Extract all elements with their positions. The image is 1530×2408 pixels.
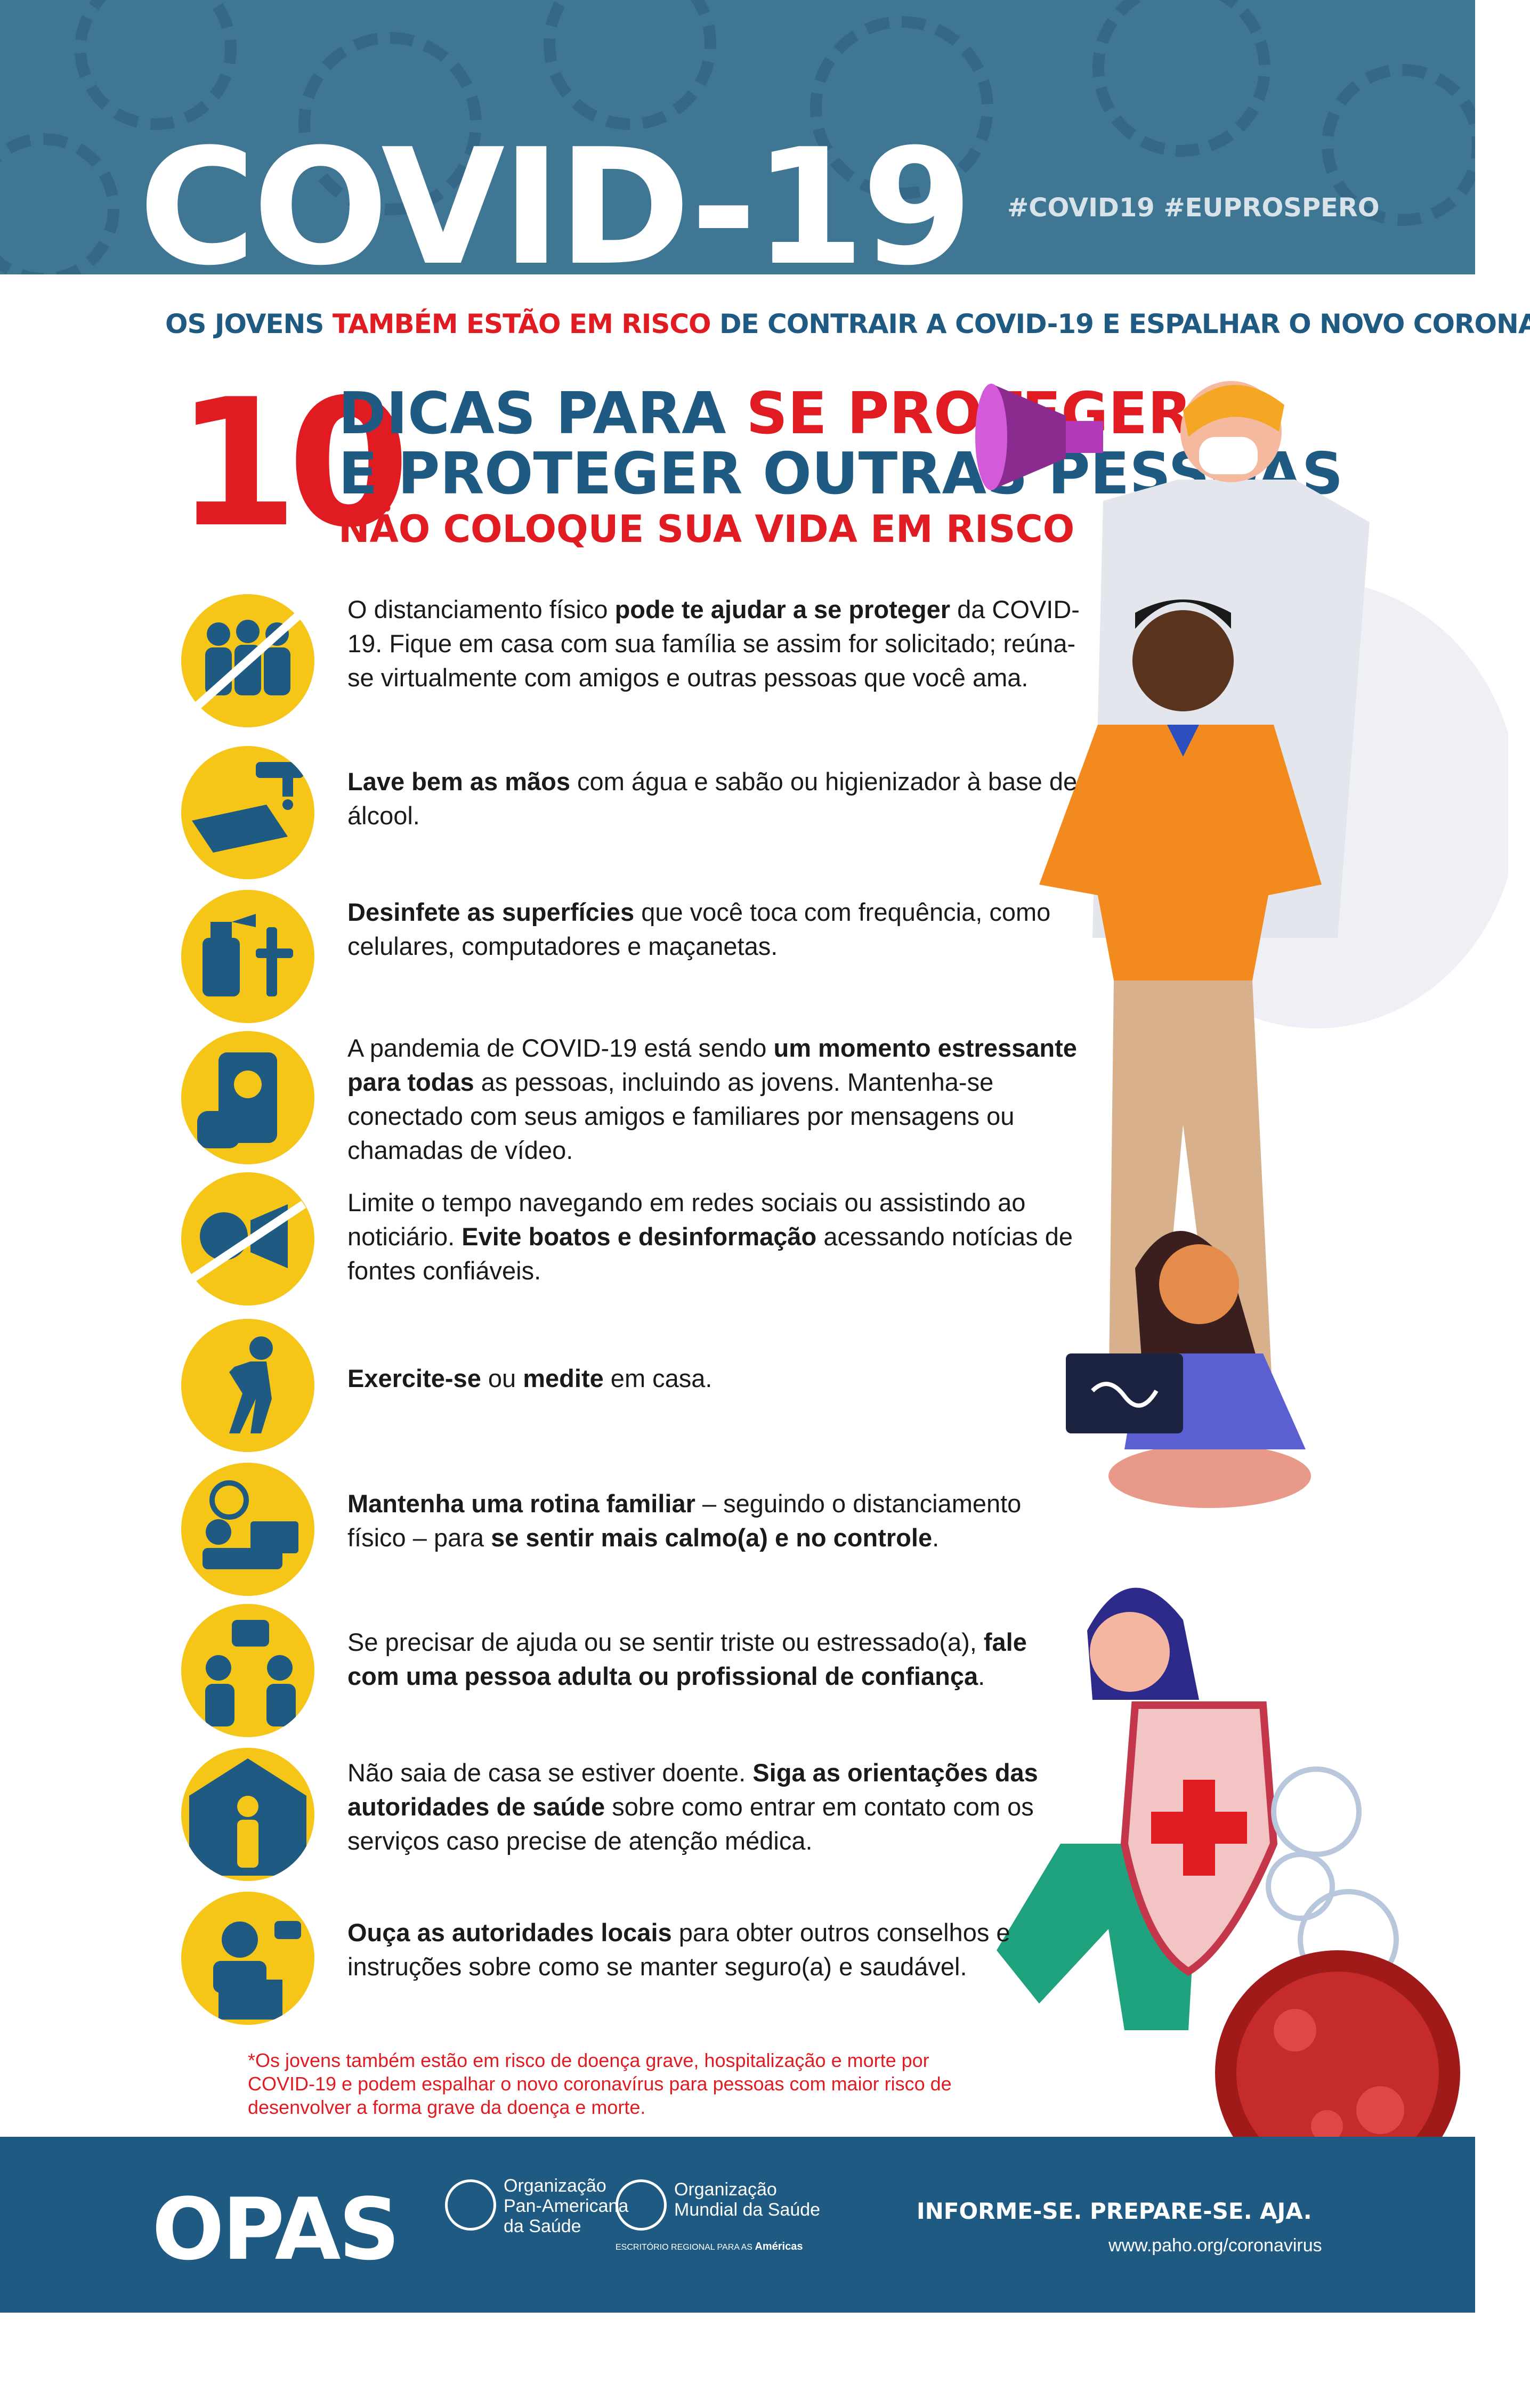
girl-laptop-illustration bbox=[1066, 1231, 1311, 1508]
tip-text: Limite o tempo navegando em redes sociai… bbox=[347, 1186, 1083, 1288]
tip-text-segment: em casa. bbox=[603, 1364, 713, 1392]
hashtags: #COVID19 #EUPROSPERO bbox=[1007, 193, 1380, 223]
woman-shield-illustration bbox=[997, 1587, 1399, 2030]
heading-line-1: DICAS PARA SE PROTEGER bbox=[338, 384, 1343, 444]
tip-text-bold: Exercite-se bbox=[347, 1364, 481, 1392]
tip-text-segment: Não saia de casa se estiver doente. bbox=[347, 1758, 753, 1787]
virus-pattern-icon bbox=[1092, 0, 1270, 157]
illustration-people bbox=[975, 381, 1508, 2137]
tip-text-segment: – seguindo o distanciamento físico – par… bbox=[347, 1489, 1022, 1552]
who-regional-office: ESCRITÓRIO REGIONAL PARA AS Américas bbox=[616, 2241, 803, 2253]
subtitle-part: OS JOVENS bbox=[165, 309, 333, 339]
subtitle: OS JOVENS TAMBÉM ESTÃO EM RISCO DE CONTR… bbox=[165, 298, 1530, 342]
tip-text-bold: se sentir mais calmo(a) e no controle bbox=[491, 1523, 933, 1552]
tip-text-bold: fale com uma pessoa adulta ou profission… bbox=[347, 1628, 1027, 1690]
tip-text: Exercite-se ou medite em casa. bbox=[347, 1361, 1083, 1396]
tip-text-segment: . bbox=[932, 1523, 940, 1552]
tip-text: Não saia de casa se estiver doente. Siga… bbox=[347, 1756, 1083, 1858]
tip-text-bold: Lave bem as mãos bbox=[347, 767, 570, 796]
footnote: *Os jovens também estão em risco de doen… bbox=[248, 2049, 952, 2118]
tip-text: Desinfete as superfícies que você toca c… bbox=[347, 895, 1083, 963]
who-region: Américas bbox=[755, 2241, 803, 2252]
virus-pattern-icon bbox=[0, 133, 119, 274]
tip-text-bold: Mantenha uma rotina familiar bbox=[347, 1489, 695, 1518]
heading-line-3: NÃO COLOQUE SUA VIDA EM RISCO bbox=[338, 507, 1075, 551]
tip-text: Lave bem as mãos com água e sabão ou hig… bbox=[347, 765, 1083, 833]
tip-text-bold: medite bbox=[523, 1364, 604, 1392]
tip-text-bold: Desinfete as superfícies bbox=[347, 898, 635, 926]
tip-text: Mantenha uma rotina familiar – seguindo … bbox=[347, 1487, 1083, 1555]
paho-line-3: da Saúde bbox=[504, 2216, 581, 2236]
subtitle-part: DE CONTRAIR A COVID-19 E ESPALHAR O NOVO… bbox=[719, 309, 1530, 339]
tip-text-bold: Evite boatos e desinformação bbox=[462, 1222, 817, 1251]
tip-text-segment: com água e sabão ou higienizador à base … bbox=[347, 767, 1078, 830]
tip-text-bold: Ouça as autoridades locais bbox=[347, 1918, 672, 1947]
talk-to-adult-icon bbox=[181, 1604, 314, 1737]
no-rumors-icon bbox=[181, 1172, 314, 1306]
tip-text-segment: sobre como entrar em contato com os serv… bbox=[347, 1793, 1034, 1855]
virus-pattern-icon bbox=[75, 0, 237, 130]
tip-text: Ouça as autoridades locais para obter ou… bbox=[347, 1916, 1083, 1984]
tip-text-segment: Limite o tempo navegando em redes sociai… bbox=[347, 1188, 1026, 1251]
heading-line-1a: DICAS PARA bbox=[338, 380, 747, 447]
who-seal-icon bbox=[616, 2179, 667, 2231]
tip-text-bold: pode te ajudar a se proteger bbox=[614, 595, 951, 623]
who-line-2: Mundial da Saúde bbox=[674, 2200, 821, 2220]
slogan: INFORME-SE. PREPARE-SE. AJA. bbox=[917, 2198, 1312, 2224]
tip-text-segment: que você toca com frequência, como celul… bbox=[347, 898, 1051, 960]
heading-line-1b: SE PROTEGER bbox=[746, 380, 1192, 447]
tip-text-segment: para obter outros conselhos e instruções… bbox=[347, 1918, 1010, 1981]
paho-line-2: Pan-Americana bbox=[504, 2196, 629, 2216]
tip-text-bold: um momento estressante para todas bbox=[347, 1034, 1077, 1096]
tip-text-segment: acessando notícias de fontes confiáveis. bbox=[347, 1222, 1073, 1285]
who-sub-label: ESCRITÓRIO REGIONAL PARA AS bbox=[616, 2243, 752, 2252]
paho-name: Organização Pan-Americana da Saúde bbox=[504, 2176, 628, 2236]
paho-seal-icon bbox=[445, 2179, 496, 2231]
who-name: Organização Mundial da Saúde bbox=[674, 2179, 820, 2220]
tip-text-segment: da COVID-19. Fique em casa com sua famíl… bbox=[347, 595, 1080, 692]
social-distancing-icon bbox=[181, 594, 314, 727]
opas-logo: OPAS bbox=[152, 2179, 400, 2279]
who-line-1: Organização bbox=[674, 2179, 777, 2200]
routine-clock-icon bbox=[181, 1463, 314, 1596]
tip-text: A pandemia de COVID-19 está sendo um mom… bbox=[347, 1031, 1083, 1167]
exercise-icon bbox=[181, 1319, 314, 1452]
hand-washing-icon bbox=[181, 746, 314, 879]
tip-text-segment: . bbox=[978, 1662, 985, 1690]
website-link[interactable]: www.paho.org/coronavirus bbox=[1108, 2235, 1322, 2256]
tips-count: 10 bbox=[176, 361, 410, 566]
red-virus-icon bbox=[1215, 1950, 1460, 2137]
main-title: COVID-19 bbox=[139, 115, 973, 301]
subtitle-highlight: TAMBÉM ESTÃO EM RISCO bbox=[332, 309, 711, 339]
virus-pattern-icon bbox=[544, 0, 716, 130]
footer-bar bbox=[0, 2137, 1475, 2313]
tip-text-bold: Siga as orientações das autoridades de s… bbox=[347, 1758, 1038, 1821]
tip-text-segment: Se precisar de ajuda ou se sentir triste… bbox=[347, 1628, 984, 1656]
header-banner bbox=[0, 0, 1475, 274]
tip-text-segment: as pessoas, incluindo as jovens. Mantenh… bbox=[347, 1068, 1015, 1164]
tip-text-segment: O distanciamento físico bbox=[347, 595, 615, 623]
stay-home-icon bbox=[181, 1748, 314, 1881]
video-call-icon bbox=[181, 1031, 314, 1164]
disinfect-spray-icon bbox=[181, 890, 314, 1023]
tip-text-segment: A pandemia de COVID-19 está sendo bbox=[347, 1034, 774, 1062]
tip-text: O distanciamento físico pode te ajudar a… bbox=[347, 593, 1083, 695]
authority-speaker-icon bbox=[181, 1892, 314, 2025]
paho-line-1: Organização bbox=[504, 2176, 606, 2196]
tip-text-segment: ou bbox=[481, 1364, 523, 1392]
tip-text: Se precisar de ajuda ou se sentir triste… bbox=[347, 1625, 1083, 1693]
